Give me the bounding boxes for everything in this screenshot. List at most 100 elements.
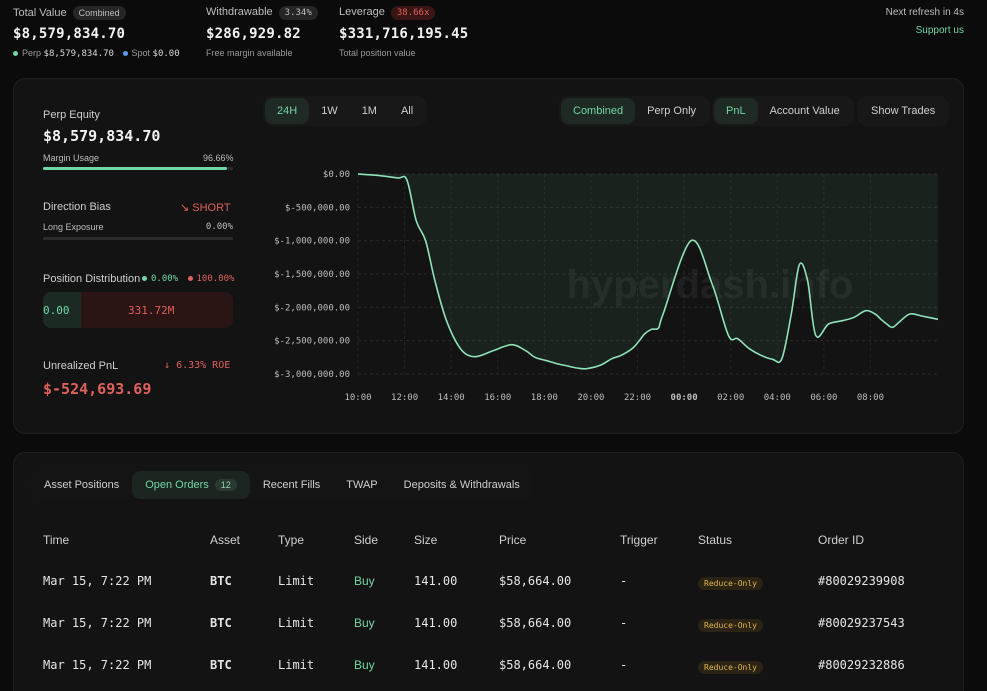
distribution-bar: 0.00 331.72M [43, 292, 233, 328]
short-dot-icon [187, 276, 193, 281]
cell-trigger: - [620, 574, 628, 588]
range-all[interactable]: All [400, 105, 414, 117]
perp-equity-label: Perp Equity [43, 109, 100, 121]
perp-value: $8,579,834.70 [43, 49, 114, 59]
total-value-label: Total Value [13, 7, 67, 19]
support-link[interactable]: Support us [915, 25, 964, 36]
cell-price: $58,664.00 [499, 658, 572, 672]
cell-price: $58,664.00 [499, 574, 572, 588]
x-tick-label: 12:00 [391, 393, 418, 403]
y-tick-label: $-3,000,000.00 [274, 370, 350, 380]
arrow-down-icon: ↓ [164, 360, 171, 371]
tab-recent-fills[interactable]: Recent Fills [250, 471, 333, 499]
cell-time: Mar 15, 7:22 PM [43, 574, 152, 588]
withdrawable-sub: Free margin available [206, 48, 293, 58]
tab-asset-positions[interactable]: Asset Positions [31, 471, 132, 499]
cell-size: 141.00 [414, 574, 458, 588]
cell-status: Reduce-Only [698, 659, 763, 674]
range-24h[interactable]: 24H [265, 98, 310, 124]
total-value-block: Total Value Combined $8,579,834.70 Perp $… [13, 6, 180, 59]
status-badge: Reduce-Only [698, 661, 763, 674]
status-badge: Reduce-Only [698, 577, 763, 590]
long-exposure-label: Long Exposure [43, 222, 104, 232]
column-header-time[interactable]: Time [43, 533, 70, 547]
mode-perp-only[interactable]: Perp Only [647, 105, 697, 117]
show-trades-button[interactable]: Show Trades [871, 105, 936, 117]
cell-time: Mar 15, 7:22 PM [43, 658, 152, 672]
tab-label: Recent Fills [262, 479, 321, 491]
cell-side: Buy [354, 658, 375, 672]
withdrawable-value: $286,929.82 [206, 26, 301, 42]
cell-price: $58,664.00 [499, 616, 572, 630]
x-tick-label: 10:00 [344, 393, 371, 403]
withdrawable-tag: 3.34% [278, 6, 318, 20]
dist-short-pct: 100.00% [196, 274, 235, 284]
cell-time: Mar 15, 7:22 PM [43, 616, 152, 630]
mode-selector: Combined Perp Only [559, 96, 711, 126]
x-tick-label: 14:00 [438, 393, 465, 403]
show-trades-wrap: Show Trades [857, 96, 950, 126]
direction-bias-value-wrap: ↘ SHORT [180, 201, 231, 214]
perp-label: Perp [22, 48, 42, 58]
column-header-size[interactable]: Size [414, 533, 438, 547]
margin-usage-label: Margin Usage [43, 153, 100, 163]
long-dot-icon [142, 276, 147, 281]
tab-label: Asset Positions [44, 479, 120, 491]
distribution-long-segment [43, 292, 81, 328]
spot-dot-icon [122, 51, 128, 57]
y-tick-label: $-1,500,000.00 [274, 270, 350, 280]
cell-status: Reduce-Only [698, 575, 763, 590]
perp-dot-icon [13, 51, 18, 57]
range-1m[interactable]: 1M [361, 105, 377, 117]
mode-combined[interactable]: Combined [561, 98, 636, 124]
withdrawable-block: Withdrawable 3.34% $286,929.82 Free margi… [206, 6, 318, 58]
pnl-chart: $0.00 $-500,000.00 $-1,000,000.00 $-1,500,0… [274, 170, 939, 403]
x-tick-label: 06:00 [810, 393, 837, 403]
leverage-value: $331,716,195.45 [339, 26, 469, 42]
column-header-trigger[interactable]: Trigger [620, 533, 658, 547]
column-header-type[interactable]: Type [278, 533, 305, 547]
roe-value: 6.33% ROE [176, 360, 231, 371]
y-tick-label: $-2,500,000.00 [274, 337, 350, 347]
tab-deposits-withdrawals[interactable]: Deposits & Withdrawals [391, 471, 533, 499]
cell-asset: BTC [210, 616, 232, 630]
cell-order-id: #80029239908 [818, 574, 905, 588]
tab-label: Open Orders [145, 479, 209, 491]
column-header-asset[interactable]: Asset [210, 533, 241, 547]
orders-tabs: Asset Positions Open Orders 12 Recent Fills… [31, 471, 533, 499]
tab-twap[interactable]: TWAP [333, 471, 390, 499]
y-tick-label: $0.00 [323, 170, 350, 180]
series-line [357, 173, 939, 370]
withdrawable-label: Withdrawable [206, 6, 273, 18]
column-header-side[interactable]: Side [354, 533, 379, 547]
unrealized-pnl-value: $-524,693.69 [43, 380, 152, 398]
column-header-price[interactable]: Price [499, 533, 527, 547]
spot-label: Spot [131, 48, 151, 58]
tab-label: Deposits & Withdrawals [403, 479, 520, 491]
column-header-order-id[interactable]: Order ID [818, 533, 865, 547]
metric-pnl[interactable]: PnL [714, 98, 758, 124]
dist-long-amount: 0.00 [43, 304, 70, 317]
leverage-block: Leverage 38.66x $331,716,195.45 Total pos… [339, 6, 468, 58]
x-tick-label: 22:00 [624, 393, 651, 403]
total-value: $8,579,834.70 [13, 26, 126, 42]
cell-trigger: - [620, 616, 628, 630]
cell-order-id: #80029232886 [818, 658, 905, 672]
distribution-legend: 0.00% 100.00% [142, 274, 234, 284]
column-header-status[interactable]: Status [698, 533, 733, 547]
spot-value: $0.00 [152, 49, 180, 59]
margin-usage-fill [43, 167, 227, 170]
total-value-tag[interactable]: Combined [72, 6, 126, 20]
tab-label: TWAP [346, 479, 378, 491]
cell-status: Reduce-Only [698, 617, 763, 632]
dist-long-pct: 0.00% [151, 274, 179, 284]
y-tick-label: $-500,000.00 [285, 203, 350, 213]
trend-down-icon: ↘ [180, 202, 190, 214]
cell-trigger: - [620, 658, 628, 672]
range-1w[interactable]: 1W [321, 105, 338, 117]
direction-bias-label: Direction Bias [43, 201, 111, 213]
metric-account-value[interactable]: Account Value [769, 105, 840, 117]
x-tick-label: 00:00 [671, 393, 698, 403]
tab-open-orders[interactable]: Open Orders 12 [132, 471, 250, 499]
x-tick-label: 20:00 [577, 393, 604, 403]
